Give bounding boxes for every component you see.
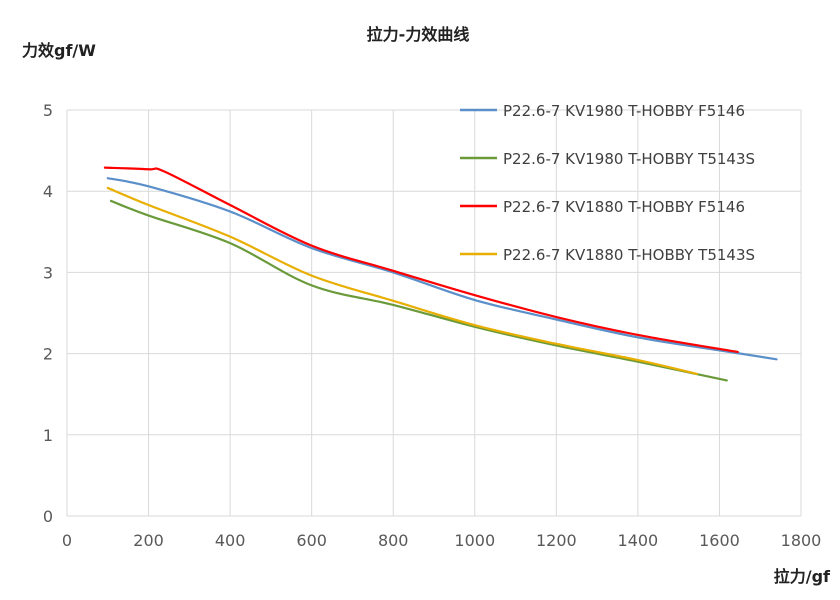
legend-entry: P22.6-7 KV1980 T-HOBBY T5143S	[503, 150, 755, 168]
series-line	[106, 177, 778, 361]
y-tick-label: 5	[43, 101, 53, 120]
legend-entry: P22.6-7 KV1880 T-HOBBY T5143S	[503, 246, 755, 264]
x-tick-label: 0	[62, 531, 72, 550]
legend-entry: P22.6-7 KV1980 T-HOBBY F5146	[503, 102, 745, 120]
series-line	[106, 186, 699, 375]
x-tick-label: 400	[215, 531, 246, 550]
legend-entry: P22.6-7 KV1880 T-HOBBY F5146	[503, 198, 745, 216]
y-tick-label: 1	[43, 426, 53, 445]
chart-title: 拉力-力效曲线	[367, 25, 470, 44]
series-line	[103, 166, 739, 354]
x-tick-label: 1000	[454, 531, 495, 550]
y-axis-label: 力效gf/W	[22, 41, 96, 60]
y-tick-label: 4	[43, 182, 53, 201]
y-tick-label: 2	[43, 345, 53, 364]
x-tick-label: 200	[133, 531, 164, 550]
x-tick-label: 1800	[781, 531, 822, 550]
x-axis-label: 拉力/gf	[774, 567, 831, 586]
x-tick-label: 1400	[618, 531, 659, 550]
x-tick-label: 600	[296, 531, 327, 550]
y-tick-label: 3	[43, 263, 53, 282]
x-tick-label: 800	[378, 531, 409, 550]
x-tick-label: 1200	[536, 531, 577, 550]
y-tick-label: 0	[43, 507, 53, 526]
series-line	[109, 199, 728, 382]
x-tick-label: 1600	[699, 531, 740, 550]
